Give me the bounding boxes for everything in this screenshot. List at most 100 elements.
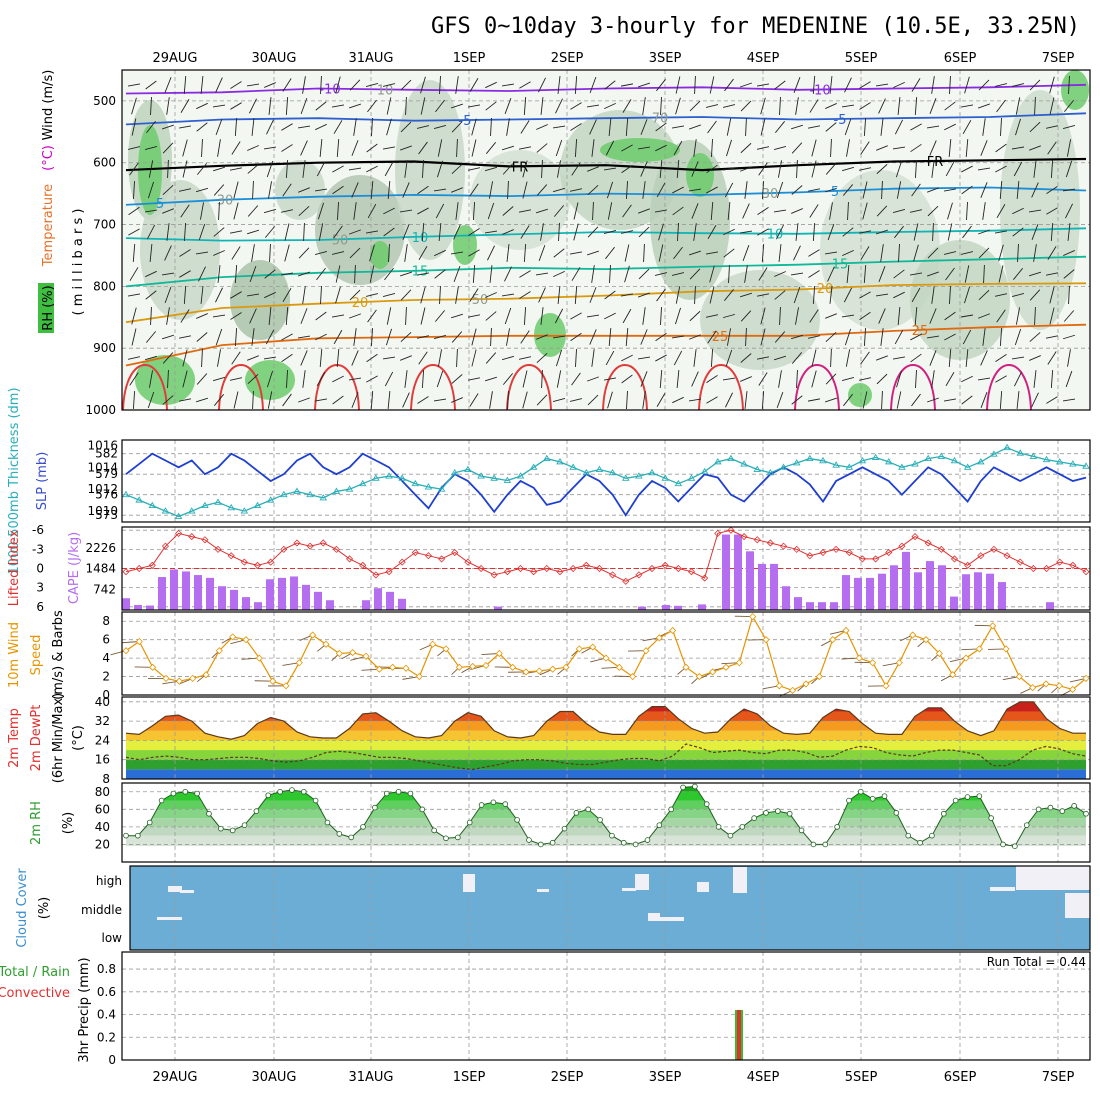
wind-barb	[807, 188, 821, 192]
wind-barb	[573, 223, 579, 241]
wind-barb	[467, 167, 481, 171]
wind-barb	[179, 270, 191, 278]
slp-marker	[503, 476, 512, 483]
wind-barb	[926, 335, 940, 339]
wind-barb	[282, 393, 292, 407]
wind-tick-label: 6	[102, 633, 110, 647]
wind-barb	[603, 167, 617, 171]
wind-barb	[249, 98, 257, 114]
wind-barb	[467, 104, 481, 108]
wind10m-marker	[482, 661, 490, 670]
wind-barb	[945, 161, 955, 177]
slp-marker	[240, 507, 249, 514]
wind-barb	[451, 397, 463, 403]
slp-marker	[674, 479, 683, 487]
cape-bar	[374, 588, 382, 610]
wind-barb	[369, 265, 375, 283]
slp-marker	[976, 457, 985, 465]
wind10m-marker	[349, 649, 357, 657]
wind-barb	[745, 118, 747, 136]
temp-tick-label: 40	[95, 695, 110, 709]
wind-barb	[722, 313, 736, 319]
wind10m-marker	[202, 671, 210, 679]
precip-convective-bar	[737, 1009, 741, 1060]
contour-label: 15	[832, 257, 849, 272]
wind-barb	[691, 371, 699, 387]
wind-barb	[456, 139, 458, 157]
wind-barb	[640, 371, 648, 387]
wind-barb	[961, 165, 973, 173]
wind-barb	[1066, 139, 1072, 157]
wind-barb	[298, 205, 310, 217]
rh2m-marker	[265, 792, 272, 799]
wind-barb	[654, 272, 668, 276]
wind-barb	[1029, 355, 1041, 361]
wind-barb	[709, 76, 715, 94]
wind-barb	[266, 370, 274, 388]
slp-marker	[201, 501, 209, 509]
precip-total-label: Total / Rain	[0, 965, 70, 980]
wind-barb	[331, 104, 345, 108]
wind-tick-label: 0	[102, 688, 110, 702]
rh-contour-blob	[910, 240, 1010, 360]
wind-barb	[910, 353, 922, 363]
wind10m-marker	[709, 668, 717, 676]
cape-tick-label: 1484	[85, 562, 116, 576]
slp-marker	[490, 474, 499, 481]
rh2m-marker	[170, 790, 177, 797]
contour-label: 50	[332, 233, 349, 248]
wind-barb	[416, 125, 430, 129]
wind-barb	[1063, 250, 1075, 256]
rh2m-marker	[1035, 806, 1042, 813]
surface-isotherm-loop	[122, 364, 168, 411]
wind-barb	[876, 355, 888, 361]
wind-barb	[519, 291, 531, 299]
wind-barb	[914, 160, 918, 178]
wind-barb	[658, 223, 664, 241]
run-total-label: Run Total = 0.44	[987, 955, 1086, 969]
bottom-date-label: 6SEP	[944, 1070, 977, 1085]
wind-barb	[281, 123, 293, 131]
li-marker	[543, 564, 551, 573]
wind-barb	[656, 78, 666, 92]
wind-barb	[388, 244, 390, 262]
wind-barb	[490, 118, 492, 136]
wind-barb	[673, 246, 683, 260]
wind10m-marker	[802, 680, 810, 688]
li-marker	[1082, 568, 1090, 576]
wind-barb	[881, 181, 883, 199]
wind-barb	[926, 125, 940, 129]
wind-barb	[995, 143, 1007, 153]
wind10m-marker	[695, 672, 703, 681]
wind-barb	[282, 78, 292, 92]
wind-barb	[540, 97, 544, 115]
wind-barb	[689, 268, 701, 280]
wind-barb	[353, 202, 357, 220]
wind-barb	[691, 161, 699, 177]
wind-barb	[994, 83, 1008, 87]
wind-barb	[371, 328, 373, 346]
wind-barb	[535, 208, 549, 214]
wind-barb	[536, 143, 548, 153]
wind-barb	[405, 97, 407, 115]
wind-barb	[281, 144, 293, 152]
cape-bar	[170, 569, 178, 610]
slp-marker	[543, 454, 551, 462]
rh-band	[126, 826, 1086, 836]
cape-bar	[494, 606, 502, 610]
wind-barb	[909, 209, 923, 213]
cloud-clear-patch	[660, 917, 684, 921]
li-marker	[569, 564, 577, 573]
wind-barb	[897, 307, 901, 325]
wind-barb	[655, 332, 667, 342]
wind-barb	[875, 293, 889, 297]
wind-barb	[642, 181, 646, 199]
wind-barb	[501, 145, 515, 151]
thickness-tick-label: 576	[95, 488, 118, 502]
wind-barb	[811, 370, 817, 388]
rh2m-marker	[869, 795, 876, 802]
wind10m-marker	[882, 682, 890, 690]
wind-barb	[434, 269, 446, 279]
li-marker	[293, 539, 301, 547]
wind10m-marker	[829, 636, 837, 644]
